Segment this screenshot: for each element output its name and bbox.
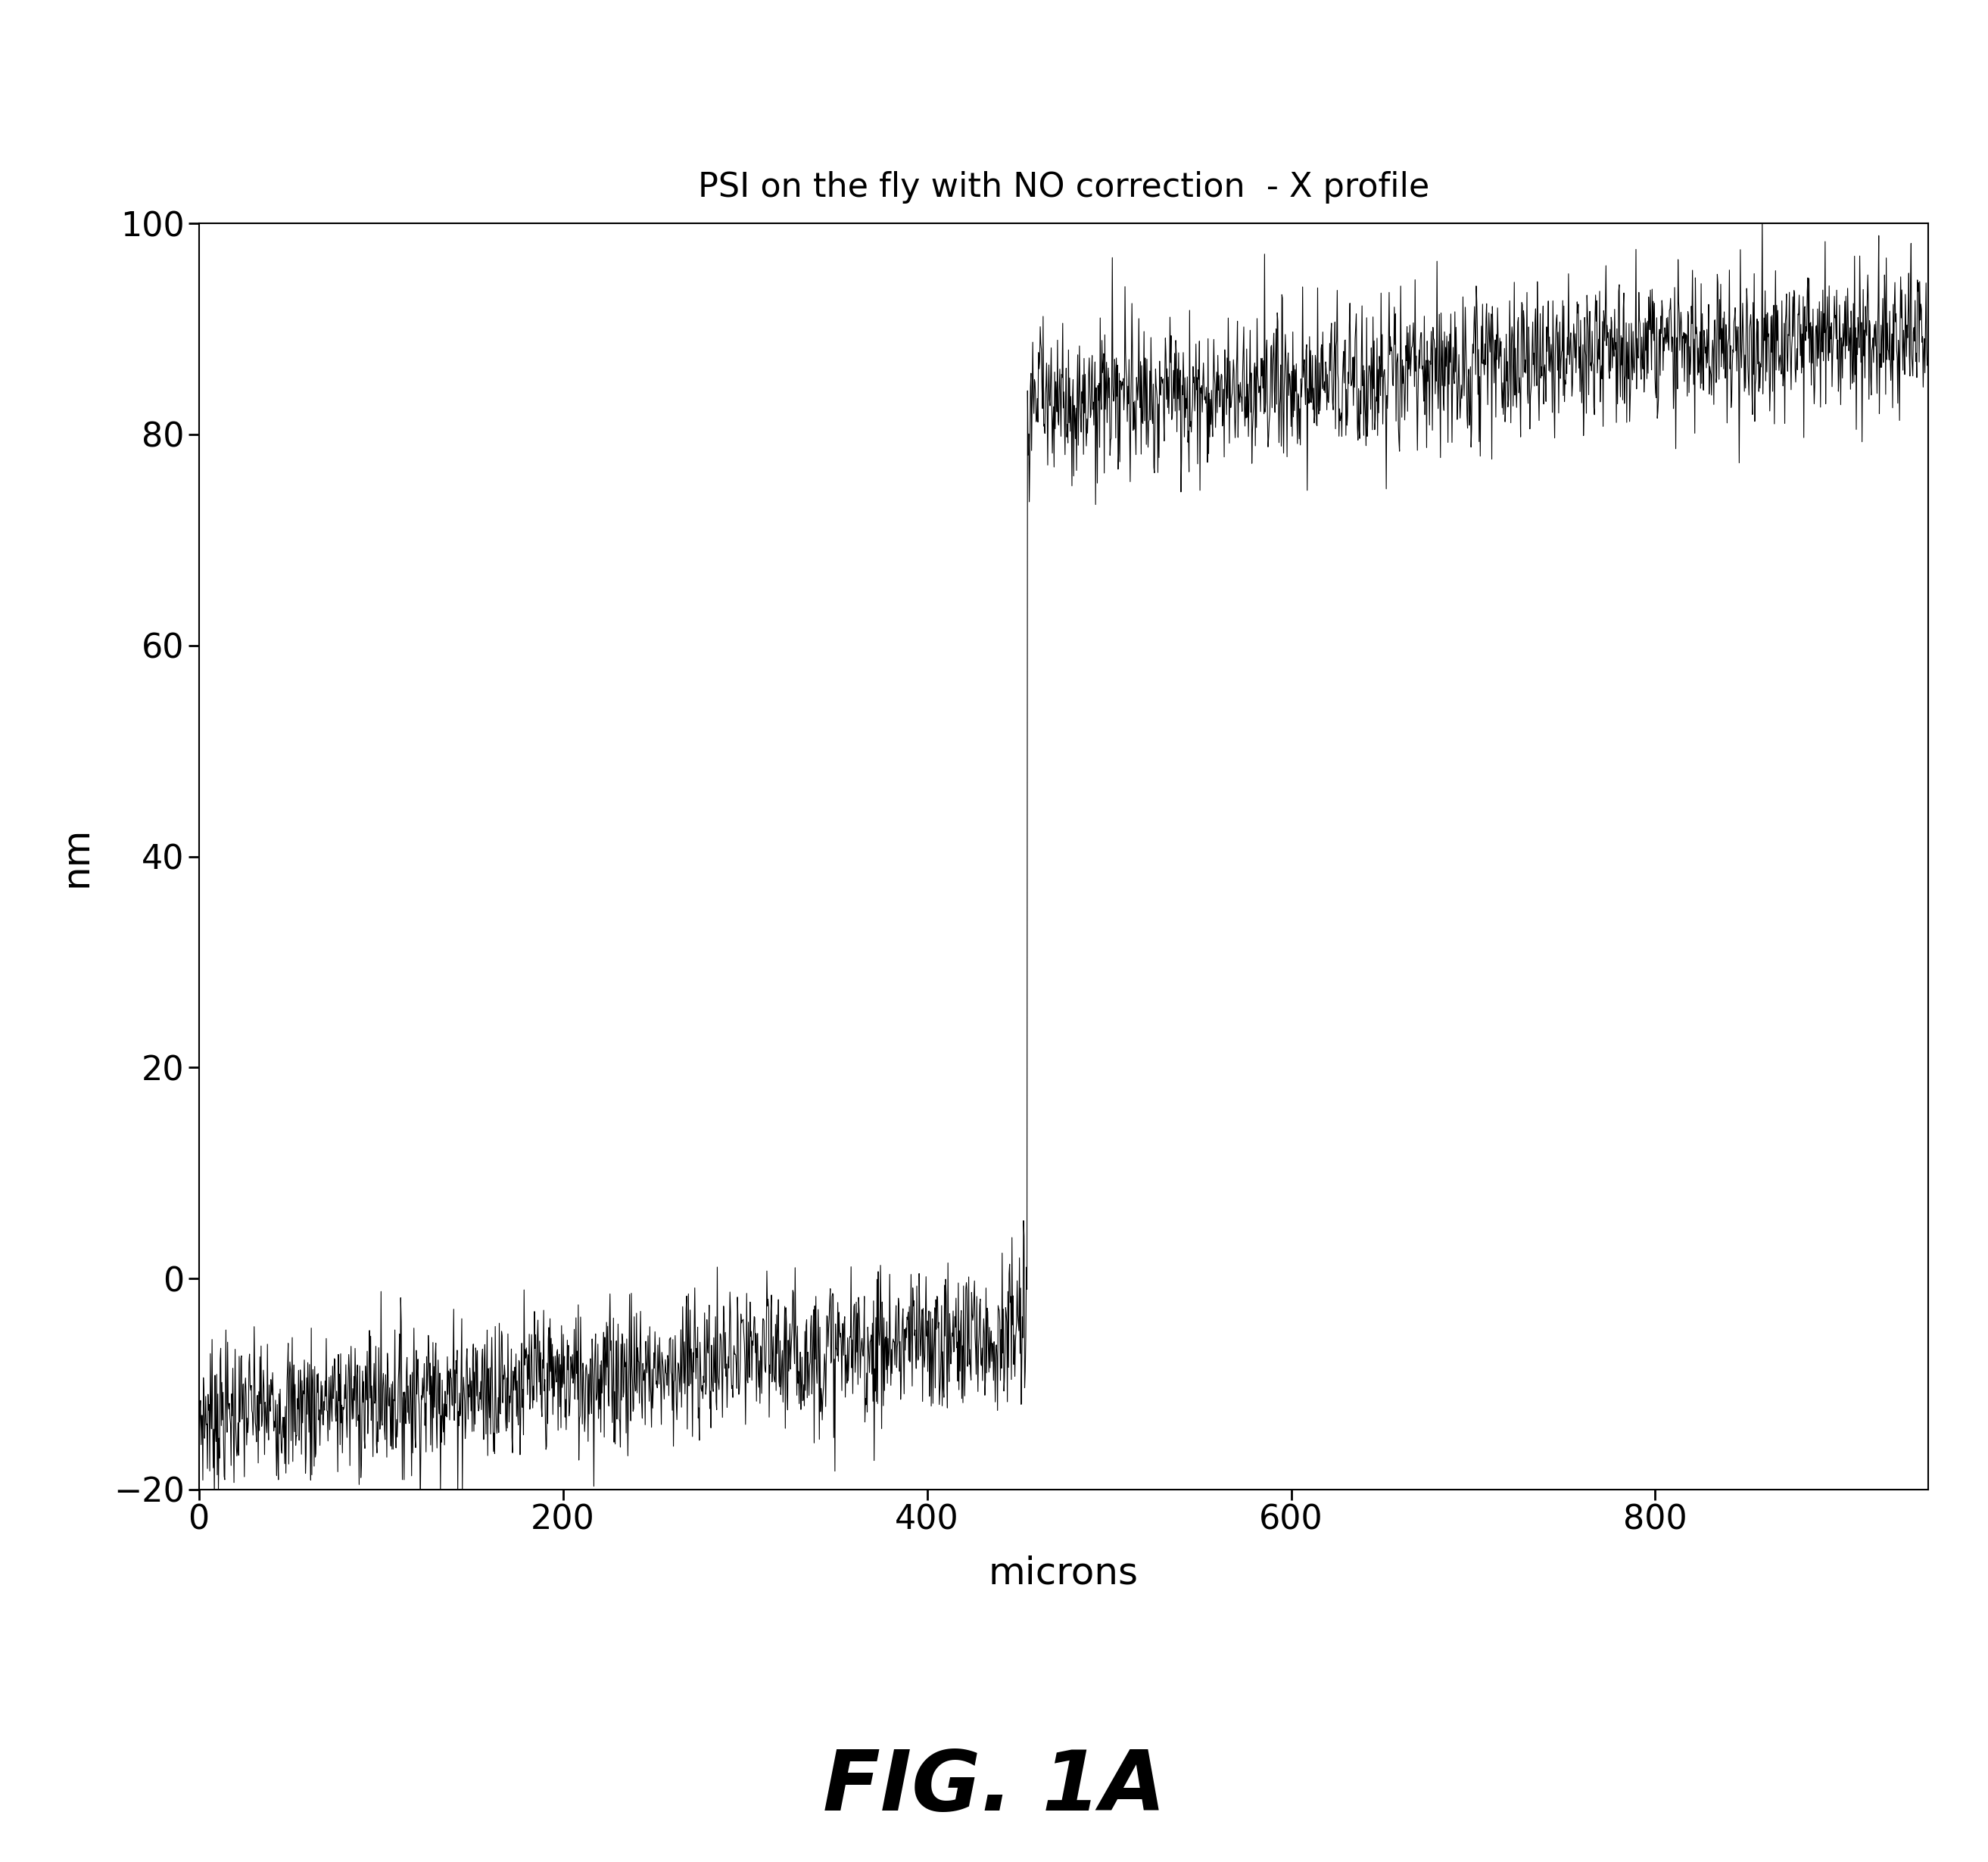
Text: FIG. 1A: FIG. 1A xyxy=(823,1747,1165,1828)
X-axis label: microns: microns xyxy=(988,1555,1139,1592)
Y-axis label: nm: nm xyxy=(58,827,95,886)
Title: PSI on the fly with NO correction  - X profile: PSI on the fly with NO correction - X pr… xyxy=(698,171,1429,205)
